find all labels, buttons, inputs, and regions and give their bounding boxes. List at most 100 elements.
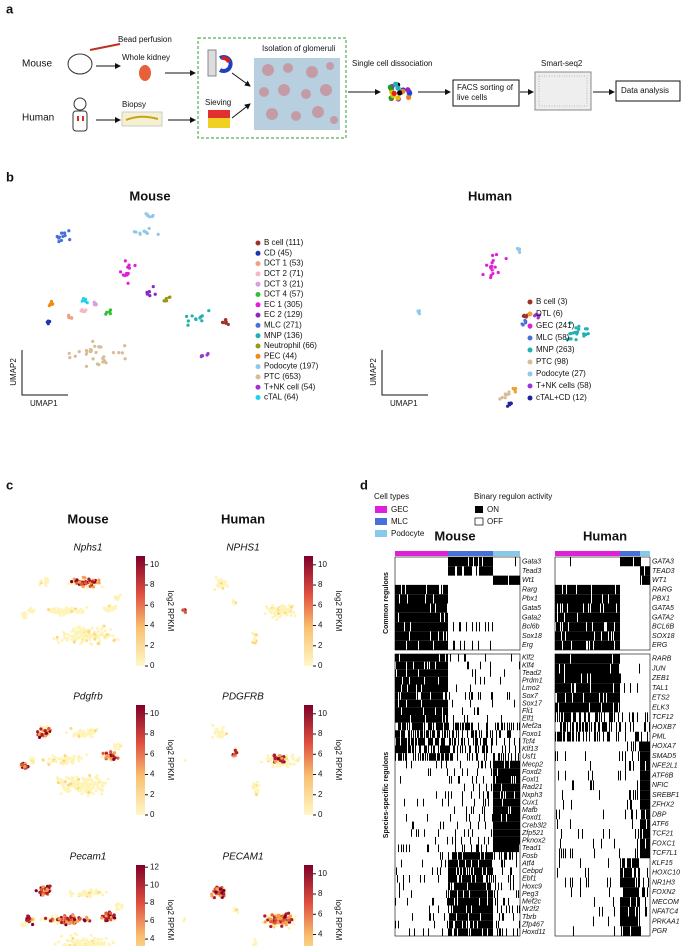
cell-point: [117, 595, 120, 598]
cell-point: [106, 607, 109, 610]
regulon-label: NFATC4: [652, 909, 678, 916]
cell-point: [73, 641, 76, 644]
cell-point: [485, 264, 488, 267]
cell-point: [290, 606, 293, 609]
cell-point: [75, 733, 78, 736]
cell-point: [186, 324, 189, 327]
legend-swatch: [256, 333, 261, 338]
regulon-label: ATF6: [651, 821, 669, 828]
legend-swatch: [256, 374, 261, 379]
regulon-label: Rad21: [522, 784, 543, 791]
cell-point: [114, 607, 117, 610]
cell-point: [70, 316, 73, 319]
cell-point: [45, 732, 48, 735]
cell-point: [75, 933, 78, 936]
cell-point: [211, 736, 214, 739]
heatmap-row: [555, 654, 620, 664]
cell-point: [217, 579, 220, 582]
cell-point: [281, 760, 284, 763]
cell-point: [106, 633, 109, 636]
cell-point: [57, 781, 60, 784]
legend-swatch: [528, 312, 533, 317]
regulon-label: PRKAA1: [652, 918, 680, 925]
cell-point: [251, 632, 254, 635]
regulon-label: GATA2: [652, 614, 674, 621]
kidney-icon: [139, 65, 151, 81]
cell-point: [85, 916, 88, 919]
regulon-label: HOXC10: [652, 870, 680, 877]
cell-point: [574, 338, 577, 341]
heatmap-row: [557, 693, 620, 703]
cell-point: [64, 612, 67, 615]
regulon-label: Fli1: [522, 708, 533, 715]
regulon-label: ATF6B: [651, 772, 674, 779]
cell-point: [64, 754, 67, 757]
cell-point: [71, 937, 74, 940]
cell-point: [264, 920, 267, 923]
regulon-label: NR1H3: [652, 879, 675, 886]
legend-label: GEC: [391, 505, 409, 514]
cell-point: [101, 894, 104, 897]
legend-swatch: [256, 302, 261, 307]
colorbar-tick-label: 2: [150, 641, 155, 650]
regulon-label: Rarg: [522, 586, 537, 593]
cell-point: [216, 887, 219, 890]
colorbar-tick-label: 6: [150, 600, 155, 609]
cell-point: [60, 231, 63, 234]
cell-point: [191, 314, 194, 317]
species-label: Mouse: [22, 59, 52, 70]
cell-point: [121, 904, 124, 907]
cell-point: [112, 634, 115, 637]
group-bar: [448, 551, 493, 556]
regulon-label: Sox17: [522, 700, 543, 707]
regulon-label: Cebpd: [522, 868, 544, 875]
cell-point: [47, 608, 50, 611]
regulon-label: Zfp521: [521, 830, 544, 837]
cell-point: [224, 318, 227, 321]
cell-point: [100, 781, 103, 784]
cell-point: [285, 757, 288, 760]
colorbar-tick-label: 0: [150, 661, 155, 670]
cell-point: [221, 321, 224, 324]
cell-point: [148, 294, 151, 297]
legend-swatch: [256, 385, 261, 390]
cell-point: [101, 755, 104, 758]
human-icon: [74, 98, 86, 110]
cell-point: [80, 734, 83, 737]
regulon-label: Foxl1: [522, 777, 539, 784]
legend-label: Podocyte (197): [264, 362, 319, 371]
cell-point: [77, 778, 80, 781]
cell-point: [64, 757, 67, 760]
cell-point: [255, 633, 258, 636]
cell-point: [233, 603, 236, 606]
legend-swatch: [256, 271, 261, 276]
regulon-label: Tbrb: [522, 914, 537, 921]
legend-label: MLC (58): [536, 333, 570, 342]
cell-point: [506, 405, 509, 408]
cell-point: [491, 254, 494, 257]
cell-point: [93, 345, 96, 348]
cell-point: [104, 629, 107, 632]
cell-point: [101, 585, 104, 588]
regulon-label: TCF12: [652, 714, 674, 721]
cell-point: [117, 351, 120, 354]
cell-point: [162, 299, 165, 302]
cell-point: [79, 917, 82, 920]
panel-label: c: [6, 477, 13, 492]
regulon-label: RARG: [652, 586, 673, 593]
cell-point: [221, 584, 224, 587]
regulon-label: GATA5: [652, 605, 674, 612]
cell-point: [260, 761, 263, 764]
cell-point: [64, 780, 67, 783]
cell-point: [273, 607, 276, 610]
cell-point: [83, 639, 86, 642]
cell-point: [518, 251, 521, 254]
colorbar-tick-label: 10: [150, 880, 159, 889]
cell-point: [227, 323, 230, 326]
regulon-label: Wt1: [522, 577, 535, 584]
cell-point: [41, 893, 44, 896]
cell-point: [105, 937, 108, 940]
colorbar: [136, 865, 145, 946]
regulon-label: ZEB1: [651, 675, 670, 682]
